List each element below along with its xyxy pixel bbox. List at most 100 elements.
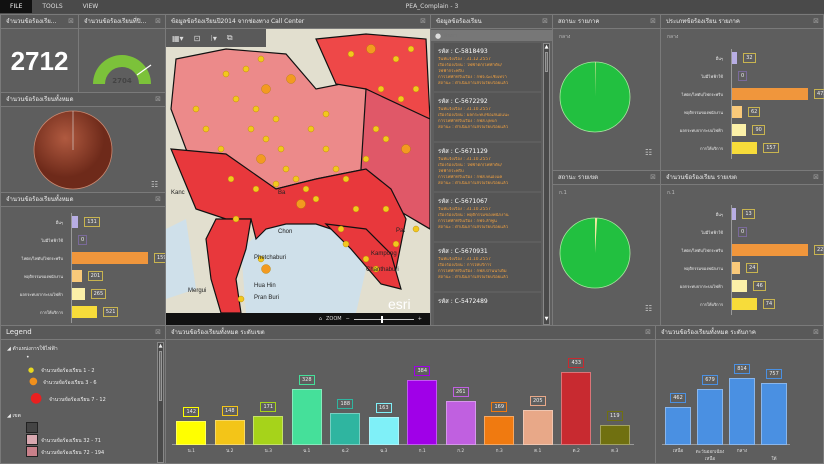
- complaint-pin[interactable]: [247, 125, 255, 133]
- bar[interactable]: [291, 389, 322, 445]
- scroll-up-icon[interactable]: ▲: [158, 343, 163, 349]
- extent-icon[interactable]: ⊡: [193, 33, 201, 43]
- menu-file[interactable]: FILE: [0, 0, 33, 13]
- complaint-pin[interactable]: [272, 115, 280, 123]
- complaint-pin[interactable]: [232, 215, 240, 223]
- complaint-pin[interactable]: [222, 70, 230, 78]
- maximize-icon[interactable]: ⊠: [155, 95, 161, 103]
- complaint-pin[interactable]: [261, 84, 271, 94]
- maximize-icon[interactable]: ⊠: [155, 17, 161, 25]
- scroll-down-icon[interactable]: ▼: [544, 316, 549, 322]
- bar[interactable]: [445, 400, 476, 445]
- complaint-pin[interactable]: [261, 264, 271, 274]
- bar[interactable]: [253, 416, 284, 445]
- bar[interactable]: [732, 124, 747, 136]
- maximize-icon[interactable]: ⊠: [155, 328, 161, 336]
- home-icon[interactable]: ⌂: [318, 316, 322, 322]
- complaint-pin[interactable]: [202, 125, 210, 133]
- bar[interactable]: [732, 244, 808, 256]
- maximize-icon[interactable]: ⊠: [645, 328, 651, 336]
- complaint-pin[interactable]: [192, 105, 200, 113]
- complaint-pin[interactable]: [377, 85, 385, 93]
- complaint-pin[interactable]: [322, 145, 330, 153]
- complaint-pin[interactable]: [362, 255, 370, 263]
- bar[interactable]: [732, 262, 741, 274]
- zoom-in-button[interactable]: +: [417, 316, 422, 322]
- maximize-icon[interactable]: ⊠: [420, 17, 426, 25]
- bar[interactable]: [72, 216, 79, 228]
- complaint-pin[interactable]: [312, 195, 320, 203]
- complaint-pin[interactable]: [302, 185, 310, 193]
- pie-slice-open[interactable]: [595, 62, 596, 97]
- maximize-icon[interactable]: ⊠: [650, 173, 656, 181]
- complaint-pin[interactable]: [257, 55, 265, 63]
- list-item[interactable]: รหัส : C-5670931 วันที่แจ้งเรื่อง : 31.10…: [434, 243, 541, 291]
- list-item[interactable]: รหัส : C-5671067 วันที่แจ้งเรื่อง : 31.10…: [434, 193, 541, 241]
- scroll-up-icon[interactable]: ▲: [544, 44, 549, 50]
- bar[interactable]: [522, 410, 553, 445]
- complaint-pin[interactable]: [237, 295, 245, 303]
- list-item[interactable]: รหัส : C-5818493 วันที่แจ้งเรื่อง : 31.12…: [434, 43, 541, 91]
- complaint-pin[interactable]: [282, 165, 290, 173]
- complaint-pin[interactable]: [352, 205, 360, 213]
- bar[interactable]: [72, 252, 148, 264]
- complaint-pin[interactable]: [366, 44, 376, 54]
- bar[interactable]: [599, 424, 630, 445]
- list-scrollbar[interactable]: ▲ ▼: [543, 43, 550, 325]
- maximize-icon[interactable]: ⊠: [813, 328, 819, 336]
- maximize-icon[interactable]: ⊠: [542, 17, 548, 25]
- bar[interactable]: [368, 417, 399, 445]
- bar[interactable]: [729, 378, 755, 445]
- complaint-pin[interactable]: [296, 199, 306, 209]
- complaint-pin[interactable]: [252, 185, 260, 193]
- map-canvas[interactable]: Kanc Ba Chon Phetchaburi Hua Hin Pran Bu…: [166, 29, 430, 313]
- bar[interactable]: [761, 382, 787, 445]
- complaint-pin[interactable]: [412, 225, 420, 233]
- chart-settings-icon[interactable]: ☷: [645, 148, 652, 157]
- complaint-pin[interactable]: [412, 85, 420, 93]
- complaint-pin[interactable]: [252, 105, 260, 113]
- complaint-pin[interactable]: [272, 180, 280, 188]
- zoom-slider-thumb[interactable]: [380, 315, 383, 323]
- layers-icon[interactable]: ⁝▾: [210, 33, 217, 43]
- maximize-icon[interactable]: ⊠: [813, 17, 819, 25]
- list-item[interactable]: รหัส : C-5672292 วันที่แจ้งเรื่อง : 31.10…: [434, 93, 541, 141]
- complaint-pin[interactable]: [392, 240, 400, 248]
- bar[interactable]: [697, 389, 723, 445]
- search-input[interactable]: [444, 32, 535, 39]
- menu-tools[interactable]: TOOLS: [42, 3, 63, 10]
- scroll-thumb[interactable]: [545, 52, 548, 72]
- bar[interactable]: [72, 306, 97, 318]
- menu-view[interactable]: VIEW: [82, 3, 99, 10]
- list-item[interactable]: รหัส : C-5671129 วันที่แจ้งเรื่อง : 31.10…: [434, 143, 541, 191]
- complaint-pin[interactable]: [372, 265, 380, 273]
- bar[interactable]: [732, 106, 742, 118]
- maximize-icon[interactable]: ⊠: [813, 173, 819, 181]
- legend-scrollbar[interactable]: ▲: [157, 342, 164, 463]
- legend-group-toggle[interactable]: ◢ เขต: [7, 413, 21, 419]
- complaint-pin[interactable]: [407, 45, 415, 53]
- bar[interactable]: [732, 52, 738, 64]
- bar[interactable]: [732, 298, 757, 310]
- export-icon[interactable]: ⧉: [226, 33, 233, 42]
- bar[interactable]: [72, 288, 85, 300]
- complaint-pin[interactable]: [307, 125, 315, 133]
- bar[interactable]: [176, 420, 207, 445]
- complaint-pin[interactable]: [256, 154, 266, 164]
- complaint-pin[interactable]: [262, 135, 270, 143]
- bar[interactable]: [484, 416, 515, 445]
- chart-settings-icon[interactable]: ☷: [151, 180, 158, 189]
- bar[interactable]: [665, 407, 691, 445]
- complaint-pin[interactable]: [286, 74, 296, 84]
- bar[interactable]: [732, 208, 737, 220]
- complaint-pin[interactable]: [217, 145, 225, 153]
- pie-slice-open[interactable]: [595, 218, 598, 253]
- search-bar[interactable]: ●: [431, 30, 552, 41]
- bar[interactable]: [732, 88, 808, 100]
- complaint-pin[interactable]: [232, 95, 240, 103]
- complaint-pin[interactable]: [362, 155, 370, 163]
- maximize-icon[interactable]: ⊠: [650, 17, 656, 25]
- complaint-pin[interactable]: [277, 145, 285, 153]
- complaint-pin[interactable]: [332, 165, 340, 173]
- list-item[interactable]: รหัส : C-5472489: [434, 293, 541, 325]
